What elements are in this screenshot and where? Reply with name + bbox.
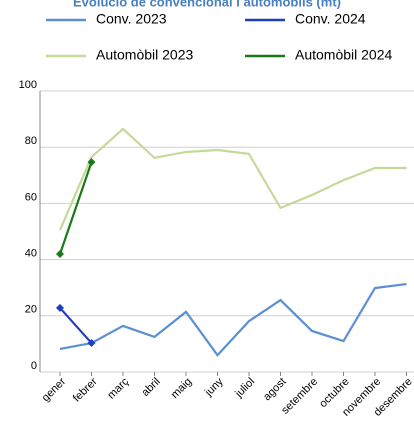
x-tick-label: març <box>105 375 131 401</box>
chart-title: Evolució de convencional i automòbils (m… <box>73 0 341 9</box>
y-tick-label: 60 <box>25 191 37 203</box>
x-tick-label: abril <box>139 376 162 399</box>
y-tick-label: 80 <box>25 135 37 147</box>
series-line <box>58 127 407 231</box>
x-tick-label: agost <box>261 376 289 404</box>
marker <box>87 339 96 348</box>
marker <box>56 303 64 312</box>
x-tick-label: febrer <box>71 375 100 404</box>
y-tick-label: 0 <box>31 360 37 372</box>
x-tick-label: maig <box>169 376 194 401</box>
x-tick-label: gener <box>40 375 69 404</box>
y-tick-label: 40 <box>25 248 37 260</box>
series-line <box>59 282 407 357</box>
marker <box>56 249 64 258</box>
legend-label: Conv. 2023 <box>96 11 167 27</box>
y-tick-label: 20 <box>25 304 37 316</box>
legend-label: Conv. 2024 <box>295 11 366 27</box>
marker <box>87 158 96 167</box>
y-tick-label: 100 <box>19 79 37 91</box>
series-line <box>59 307 93 344</box>
legend-label: Automòbil 2023 <box>96 47 194 63</box>
x-tick-label: juny <box>202 375 226 399</box>
legend-label: Automòbil 2024 <box>295 47 393 63</box>
series-line <box>58 161 93 255</box>
x-tick-label: juliol <box>232 376 257 401</box>
